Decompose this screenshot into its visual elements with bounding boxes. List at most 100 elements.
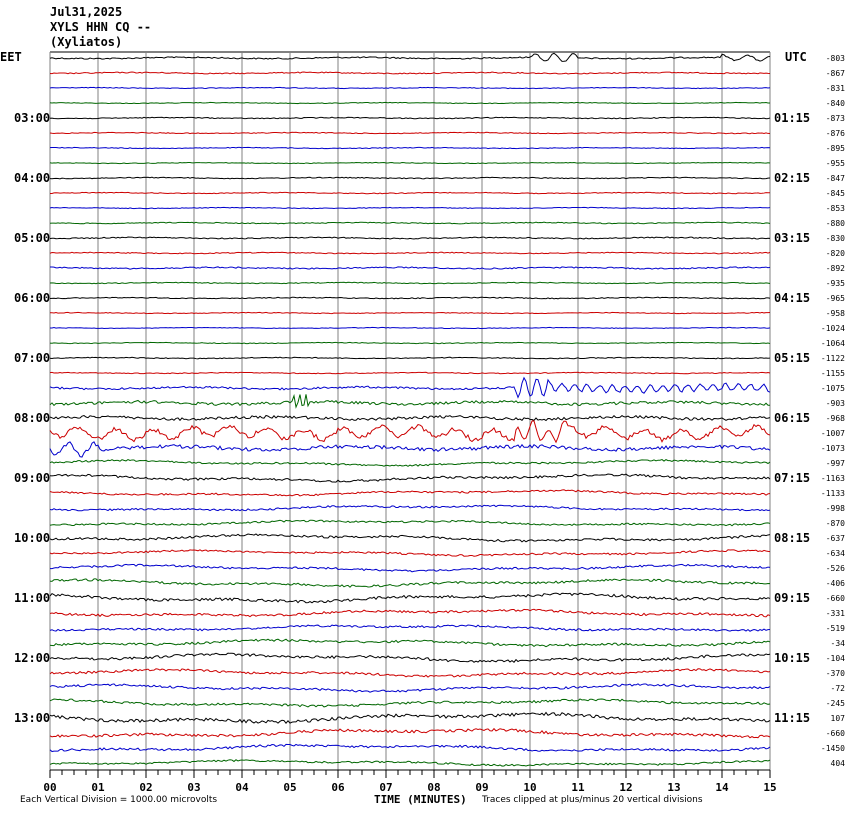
x-tick-label: 13	[667, 781, 680, 794]
right-time-label: 08:15	[774, 531, 810, 545]
trace-offset-label: -867	[826, 69, 845, 78]
trace-offset-label: -958	[826, 309, 845, 318]
trace-row-41	[49, 652, 771, 663]
trace-offset-label: -955	[826, 159, 845, 168]
left-time-label: 03:00	[14, 111, 50, 125]
trace-offset-label: -1163	[821, 474, 845, 483]
left-time-label: 07:00	[14, 351, 50, 365]
trace-row-20	[49, 341, 771, 345]
trace-row-7	[49, 146, 771, 150]
trace-row-2	[49, 71, 771, 75]
right-time-label: 03:15	[774, 231, 810, 245]
trace-offset-label: -660	[826, 729, 845, 738]
x-tick-label: 00	[43, 781, 56, 794]
trace-offset-label: 404	[831, 759, 846, 768]
right-time-label: 10:15	[774, 651, 810, 665]
left-time-label: 10:00	[14, 531, 50, 545]
trace-row-34	[49, 549, 771, 557]
trace-offset-label: -526	[826, 564, 845, 573]
trace-row-48	[49, 759, 771, 767]
trace-offset-label: -853	[826, 204, 845, 213]
trace-row-43	[49, 683, 771, 693]
right-time-label: 04:15	[774, 291, 810, 305]
header-location: (Xyliatos)	[50, 35, 122, 49]
trace-offset-label: -803	[826, 54, 845, 63]
trace-offset-label: -370	[826, 669, 845, 678]
trace-row-24	[49, 393, 771, 409]
trace-offset-label: -997	[826, 459, 845, 468]
right-time-label: 05:15	[774, 351, 810, 365]
trace-row-26	[49, 420, 771, 444]
trace-row-45	[49, 711, 771, 724]
x-tick-label: 10	[523, 781, 536, 794]
x-tick-label: 02	[139, 781, 152, 794]
division-note: Each Vertical Division = 1000.00 microvo…	[20, 795, 217, 805]
trace-offset-label: -634	[826, 549, 845, 558]
trace-row-46	[49, 727, 771, 739]
trace-offset-label: -1007	[821, 429, 845, 438]
trace-row-5	[49, 116, 771, 120]
trace-offset-label: -1024	[821, 324, 845, 333]
left-time-label: 06:00	[14, 291, 50, 305]
trace-row-21	[49, 356, 771, 360]
trace-row-42	[49, 668, 771, 678]
trace-offset-label: -876	[826, 129, 845, 138]
trace-row-31	[49, 504, 771, 512]
trace-group	[49, 52, 771, 767]
trace-offset-label: -820	[826, 249, 845, 258]
x-axis: 00 01 02 03 04 05 06 07 08 09 10 11 12 13 14 15	[43, 769, 777, 794]
trace-offset-label: -968	[826, 414, 845, 423]
left-time-label: 11:00	[14, 591, 50, 605]
trace-offset-label: -895	[826, 144, 845, 153]
trace-row-40	[49, 638, 771, 648]
time-grid	[49, 51, 771, 770]
trace-offset-label: 107	[831, 714, 846, 723]
trace-offset-label: -72	[831, 684, 846, 693]
trace-offset-label: -831	[826, 84, 845, 93]
x-tick-label: 03	[187, 781, 200, 794]
trace-row-36	[49, 578, 771, 588]
trace-row-6	[49, 131, 771, 135]
trace-offset-label: -331	[826, 609, 845, 618]
trace-row-10	[49, 191, 771, 195]
left-time-labels: 03:00 04:00 05:00 06:00 07:00 08:00 09:00 10:00…	[14, 111, 50, 725]
x-tick-label: 14	[715, 781, 729, 794]
trace-offset-label: -880	[826, 219, 845, 228]
trace-offset-label: -406	[826, 579, 845, 588]
right-timezone: UTC	[785, 50, 807, 64]
trace-row-3	[49, 86, 771, 90]
trace-row-12	[49, 221, 771, 225]
trace-row-15	[49, 266, 771, 270]
x-tick-label: 08	[427, 781, 440, 794]
left-time-label: 05:00	[14, 231, 50, 245]
trace-offset-label: -1073	[821, 444, 845, 453]
trace-row-9	[49, 176, 771, 180]
trace-row-25	[49, 414, 771, 422]
right-time-label: 07:15	[774, 471, 810, 485]
trace-row-1	[49, 52, 771, 62]
trace-row-19	[49, 326, 771, 330]
trace-offset-label: -1155	[821, 369, 845, 378]
header-station: XYLS HHN CQ --	[50, 20, 151, 34]
trace-row-38	[49, 608, 771, 618]
trace-offset-label: -1450	[821, 744, 845, 753]
left-time-label: 08:00	[14, 411, 50, 425]
x-tick-label: 09	[475, 781, 488, 794]
trace-offset-label: -840	[826, 99, 845, 108]
right-time-label: 09:15	[774, 591, 810, 605]
x-tick-label: 07	[379, 781, 392, 794]
trace-offset-label: -935	[826, 279, 845, 288]
trace-row-27	[49, 441, 771, 458]
left-time-label: 13:00	[14, 711, 50, 725]
trace-row-4	[49, 101, 770, 105]
trace-offset-label: -245	[826, 699, 845, 708]
trace-row-22	[49, 371, 771, 375]
x-tick-label: 12	[619, 781, 632, 794]
trace-offset-label: -965	[826, 294, 845, 303]
trace-offset-label: -870	[826, 519, 845, 528]
trace-offset-label: -34	[831, 639, 846, 648]
trace-offset-label: -104	[826, 654, 845, 663]
trace-row-18	[49, 311, 771, 315]
trace-row-32	[49, 519, 771, 527]
